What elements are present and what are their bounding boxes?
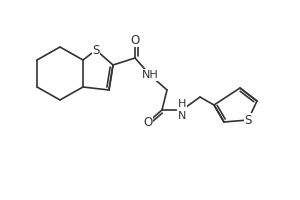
Text: H
N: H N <box>178 99 186 121</box>
Text: S: S <box>244 114 252 127</box>
Text: O: O <box>130 33 140 46</box>
Text: S: S <box>92 44 100 56</box>
Text: O: O <box>143 116 153 129</box>
Text: NH: NH <box>142 70 158 80</box>
